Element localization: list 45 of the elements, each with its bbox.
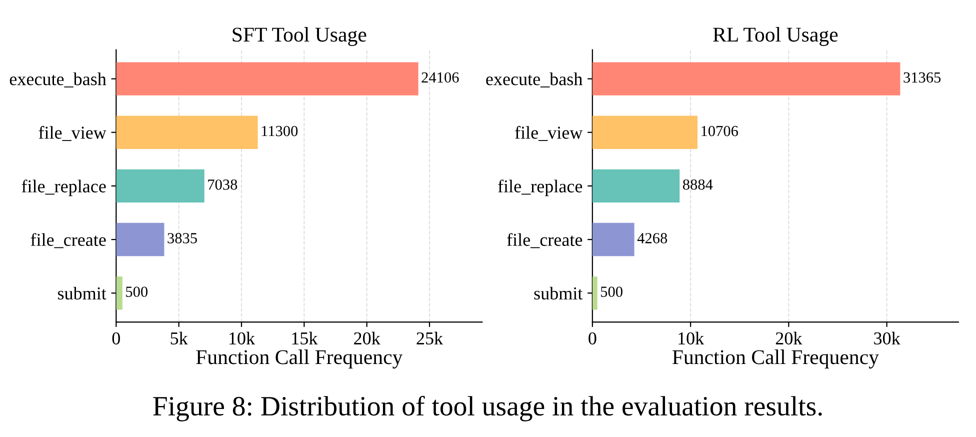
y-tick-label: file_view: [38, 126, 106, 141]
bar: [592, 276, 598, 310]
x-tick-label: 20k: [776, 332, 802, 344]
x-axis-title: Function Call Frequency: [196, 350, 403, 369]
bar: [116, 276, 122, 310]
x-tick-label: 25k: [416, 332, 444, 344]
y-tick-label: file_create: [507, 233, 582, 248]
chart-title: SFT Tool Usage: [232, 27, 366, 46]
x-tick-label: 20k: [354, 332, 380, 344]
x-tick-label: 0: [588, 332, 596, 344]
x-tick-label: 15k: [292, 332, 318, 344]
y-tick-label: file_replace: [498, 180, 582, 196]
y-tick-label: execute_bash: [10, 72, 106, 88]
y-tick-label: file_view: [515, 126, 583, 141]
y-tick-label: execute_bash: [486, 72, 582, 88]
bar: [116, 116, 258, 149]
data-label: 3835: [168, 233, 197, 244]
data-label: 7038: [208, 179, 238, 190]
data-label: 4268: [637, 233, 668, 244]
x-tick-label: 10k: [230, 332, 256, 344]
data-label: 24106: [422, 72, 459, 83]
bar: [592, 222, 634, 256]
y-tick-label: file_create: [30, 233, 106, 248]
x-tick-label: 10k: [678, 332, 704, 344]
bar: [592, 116, 698, 149]
data-label: 500: [601, 286, 622, 297]
data-label: 10706: [702, 126, 738, 136]
bar: [116, 169, 204, 203]
bar: [592, 62, 900, 96]
data-label: 500: [126, 286, 148, 297]
bar: [592, 169, 680, 203]
bar: [116, 222, 164, 256]
y-tick-label: submit: [58, 286, 106, 300]
data-label: 31365: [904, 72, 941, 83]
data-label: 8884: [682, 179, 713, 190]
y-tick-label: submit: [534, 286, 583, 300]
data-label: 11300: [262, 126, 298, 136]
bar: [116, 62, 418, 96]
x-tick-label: 30k: [874, 332, 900, 344]
caption: Figure 8: Distribution of tool usage in the evaluation results.: [153, 396, 822, 422]
x-axis-title: Function Call Frequency: [672, 350, 879, 369]
x-tick-label: 0: [112, 332, 120, 344]
y-tick-label: file_replace: [22, 180, 106, 196]
x-tick-label: 5k: [170, 332, 188, 344]
chart-title: RL Tool Usage: [713, 27, 838, 46]
